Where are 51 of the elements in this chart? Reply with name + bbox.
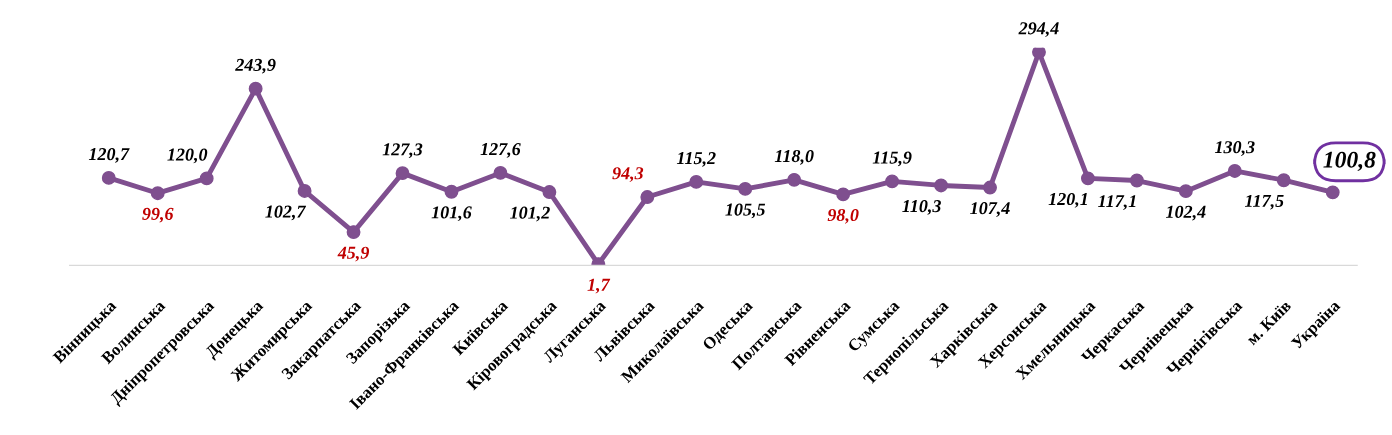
point <box>101 170 116 185</box>
data-label: 98,0 <box>827 208 859 224</box>
point <box>689 174 704 189</box>
point <box>1032 47 1046 60</box>
point <box>542 185 557 199</box>
data-label: 115,9 <box>872 151 912 167</box>
point <box>1178 184 1193 199</box>
data-label: 117,1 <box>1098 195 1136 210</box>
data-label: 45,9 <box>337 246 370 262</box>
point <box>885 174 900 189</box>
point <box>640 190 655 204</box>
data-label: 105,5 <box>725 203 766 219</box>
data-label: 294,4 <box>1018 22 1059 38</box>
point <box>787 172 802 187</box>
data-label: 102,4 <box>1165 205 1206 221</box>
data-label: 120,0 <box>167 148 208 164</box>
data-label: 120,1 <box>1048 192 1087 208</box>
data-label: 127,3 <box>382 143 423 159</box>
data-label: 101,6 <box>431 206 472 222</box>
data-label: 107,4 <box>970 202 1010 217</box>
data-label: 243,9 <box>235 58 276 74</box>
point <box>444 184 459 199</box>
point <box>983 180 997 195</box>
point <box>1129 173 1144 188</box>
data-label: 130,3 <box>1214 141 1255 156</box>
data-label: 117,5 <box>1244 194 1284 210</box>
point <box>738 181 753 196</box>
data-label: 118,0 <box>774 149 814 165</box>
data-label: 101,2 <box>510 206 550 222</box>
point <box>199 171 214 186</box>
point <box>346 225 361 240</box>
data-label: 100,8 <box>1323 151 1376 172</box>
point <box>836 187 851 202</box>
point <box>248 81 263 96</box>
point <box>1325 185 1340 200</box>
data-label: 110,3 <box>902 200 941 215</box>
data-label: 99,6 <box>142 207 174 223</box>
point <box>395 166 410 181</box>
data-label: 120,7 <box>88 148 130 163</box>
data-label: 115,2 <box>676 152 716 167</box>
point <box>934 178 949 193</box>
data-label: 102,7 <box>265 205 307 221</box>
point <box>1080 171 1095 186</box>
data-label: 127,6 <box>480 143 521 158</box>
data-label: 1,7 <box>587 278 611 294</box>
point <box>297 184 312 198</box>
point <box>1276 173 1291 188</box>
point <box>150 186 165 201</box>
point <box>1227 164 1242 178</box>
point <box>493 165 508 180</box>
data-label: 94,3 <box>612 167 644 182</box>
